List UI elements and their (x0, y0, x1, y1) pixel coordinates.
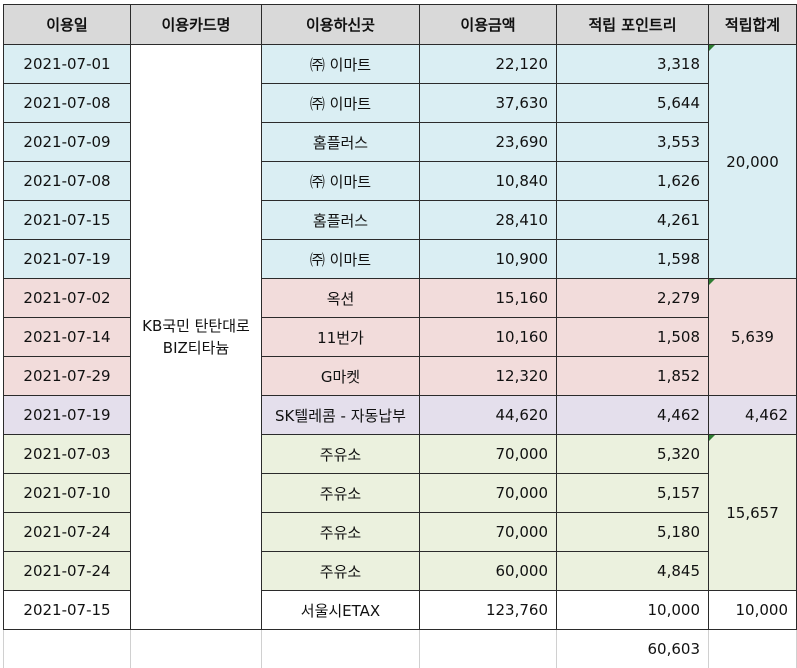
points-cell[interactable]: 3,318 (556, 44, 709, 84)
place-cell[interactable]: 주유소 (261, 512, 420, 552)
amount-cell[interactable]: 123,760 (419, 590, 557, 630)
card-name-line2: BIZ티타늄 (162, 339, 230, 357)
table-row: 2021-07-24 주유소 70,000 5,180 (3, 512, 797, 552)
header-total[interactable]: 적립합계 (708, 4, 797, 45)
header-card-name[interactable]: 이용카드명 (130, 4, 262, 45)
date-cell[interactable]: 2021-07-01 (3, 44, 131, 84)
table-row: 2021-07-08 ㈜ 이마트 37,630 5,644 (3, 83, 797, 123)
amount-cell[interactable]: 60,000 (419, 551, 557, 591)
card-name-cell[interactable]: KB국민 탄탄대로 BIZ티타늄 (130, 44, 262, 630)
points-cell[interactable]: 4,261 (556, 200, 709, 240)
amount-cell[interactable]: 15,160 (419, 278, 557, 318)
place-cell[interactable]: 주유소 (261, 551, 420, 591)
empty-cell[interactable] (261, 629, 420, 668)
table-row: 2021-07-15 서울시ETAX 123,760 10,000 10,000 (3, 590, 797, 630)
points-cell[interactable]: 2,279 (556, 278, 709, 318)
points-cell[interactable]: 5,320 (556, 434, 709, 474)
total-cell-fuel[interactable]: 15,657 (708, 434, 797, 591)
date-cell[interactable]: 2021-07-10 (3, 473, 131, 513)
points-cell[interactable]: 4,462 (556, 395, 709, 435)
amount-cell[interactable]: 10,840 (419, 161, 557, 201)
amount-cell[interactable]: 44,620 (419, 395, 557, 435)
grand-total-cell[interactable]: 60,603 (556, 629, 709, 668)
grand-total-row: 60,603 (3, 629, 797, 668)
header-place[interactable]: 이용하신곳 (261, 4, 420, 45)
header-points[interactable]: 적립 포인트리 (556, 4, 709, 45)
date-cell[interactable]: 2021-07-15 (3, 590, 131, 630)
place-cell[interactable]: 홈플러스 (261, 200, 420, 240)
card-name-line1: KB국민 탄탄대로 (142, 317, 250, 335)
place-cell[interactable]: 11번가 (261, 317, 420, 357)
amount-cell[interactable]: 23,690 (419, 122, 557, 162)
points-table: 이용일 이용카드명 이용하신곳 이용금액 적립 포인트리 적립합계 2021-0… (3, 4, 797, 668)
date-cell[interactable]: 2021-07-29 (3, 356, 131, 396)
date-cell[interactable]: 2021-07-24 (3, 512, 131, 552)
table-row: 2021-07-24 주유소 60,000 4,845 (3, 551, 797, 591)
points-cell[interactable]: 1,626 (556, 161, 709, 201)
place-cell[interactable]: ㈜ 이마트 (261, 83, 420, 123)
place-cell[interactable]: 주유소 (261, 434, 420, 474)
place-cell[interactable]: 서울시ETAX (261, 590, 420, 630)
table-row: 2021-07-19 ㈜ 이마트 10,900 1,598 (3, 239, 797, 279)
total-cell-online[interactable]: 5,639 (708, 278, 797, 396)
points-cell[interactable]: 5,644 (556, 83, 709, 123)
table-row: 2021-07-08 ㈜ 이마트 10,840 1,626 (3, 161, 797, 201)
table-row: 2021-07-09 홈플러스 23,690 3,553 (3, 122, 797, 162)
header-row: 이용일 이용카드명 이용하신곳 이용금액 적립 포인트리 적립합계 (3, 4, 797, 45)
points-cell[interactable]: 5,157 (556, 473, 709, 513)
total-cell-mart[interactable]: 20,000 (708, 44, 797, 279)
amount-cell[interactable]: 70,000 (419, 434, 557, 474)
points-cell[interactable]: 3,553 (556, 122, 709, 162)
date-cell[interactable]: 2021-07-08 (3, 83, 131, 123)
empty-cell[interactable] (130, 629, 262, 668)
place-cell[interactable]: 주유소 (261, 473, 420, 513)
header-amount[interactable]: 이용금액 (419, 4, 557, 45)
amount-cell[interactable]: 70,000 (419, 473, 557, 513)
points-cell[interactable]: 10,000 (556, 590, 709, 630)
date-cell[interactable]: 2021-07-15 (3, 200, 131, 240)
amount-cell[interactable]: 22,120 (419, 44, 557, 84)
amount-cell[interactable]: 10,160 (419, 317, 557, 357)
table-row: 2021-07-10 주유소 70,000 5,157 (3, 473, 797, 513)
points-cell[interactable]: 1,598 (556, 239, 709, 279)
amount-cell[interactable]: 28,410 (419, 200, 557, 240)
date-cell[interactable]: 2021-07-09 (3, 122, 131, 162)
date-cell[interactable]: 2021-07-19 (3, 239, 131, 279)
table-row: 2021-07-29 G마켓 12,320 1,852 (3, 356, 797, 396)
date-cell[interactable]: 2021-07-19 (3, 395, 131, 435)
place-cell[interactable]: ㈜ 이마트 (261, 44, 420, 84)
points-cell[interactable]: 1,508 (556, 317, 709, 357)
place-cell[interactable]: SK텔레콤 - 자동납부 (261, 395, 420, 435)
amount-cell[interactable]: 70,000 (419, 512, 557, 552)
table-row: 2021-07-03 주유소 70,000 5,320 15,657 (3, 434, 797, 591)
date-cell[interactable]: 2021-07-02 (3, 278, 131, 318)
points-cell[interactable]: 1,852 (556, 356, 709, 396)
place-cell[interactable]: G마켓 (261, 356, 420, 396)
place-cell[interactable]: 홈플러스 (261, 122, 420, 162)
table-row: 2021-07-19 SK텔레콤 - 자동납부 44,620 4,462 4,4… (3, 395, 797, 435)
place-cell[interactable]: ㈜ 이마트 (261, 161, 420, 201)
header-date[interactable]: 이용일 (3, 4, 131, 45)
date-cell[interactable]: 2021-07-08 (3, 161, 131, 201)
date-cell[interactable]: 2021-07-03 (3, 434, 131, 474)
table-row: 2021-07-01 KB국민 탄탄대로 BIZ티타늄 ㈜ 이마트 22,120… (3, 44, 797, 630)
empty-cell[interactable] (3, 629, 131, 668)
amount-cell[interactable]: 12,320 (419, 356, 557, 396)
table-row: 2021-07-15 홈플러스 28,410 4,261 (3, 200, 797, 240)
empty-cell[interactable] (419, 629, 557, 668)
total-cell-telecom[interactable]: 4,462 (708, 395, 797, 435)
table-row: 2021-07-14 11번가 10,160 1,508 (3, 317, 797, 357)
date-cell[interactable]: 2021-07-24 (3, 551, 131, 591)
amount-cell[interactable]: 37,630 (419, 83, 557, 123)
points-cell[interactable]: 5,180 (556, 512, 709, 552)
table-row: 2021-07-02 옥션 15,160 2,279 5,639 (3, 278, 797, 396)
total-cell-etax[interactable]: 10,000 (708, 590, 797, 630)
date-cell[interactable]: 2021-07-14 (3, 317, 131, 357)
place-cell[interactable]: 옥션 (261, 278, 420, 318)
amount-cell[interactable]: 10,900 (419, 239, 557, 279)
place-cell[interactable]: ㈜ 이마트 (261, 239, 420, 279)
points-cell[interactable]: 4,845 (556, 551, 709, 591)
empty-cell[interactable] (708, 629, 797, 668)
